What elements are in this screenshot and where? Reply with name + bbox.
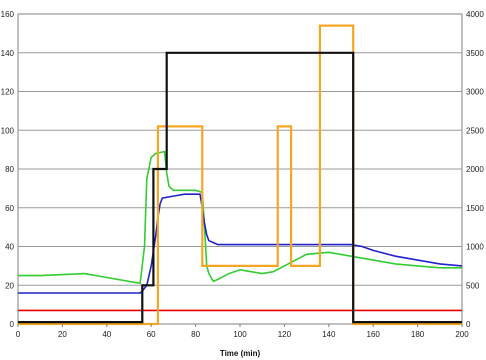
y2-tick-label: 1000 — [466, 243, 484, 252]
y-tick-label: 160 — [1, 10, 15, 19]
x-tick-label: 200 — [455, 330, 469, 339]
gridlines — [18, 52, 462, 286]
x-tick-label: 120 — [278, 330, 292, 339]
y2-tick-label: 500 — [466, 281, 480, 290]
y-tick-label: 0 — [10, 320, 15, 329]
x-tick-label: 100 — [233, 330, 247, 339]
x-tick-label: 20 — [58, 330, 67, 339]
series-group — [18, 24, 463, 326]
x-tick-label: 0 — [16, 330, 21, 339]
x-tick-label: 60 — [147, 330, 156, 339]
x-axis-ticks: 0 20 40 60 80 100 120 140 160 180 200 — [16, 324, 469, 339]
y2-tick-label: 0 — [466, 320, 471, 329]
y-tick-label: 40 — [5, 243, 14, 252]
y-tick-label: 100 — [1, 126, 15, 135]
x-axis-label: Time (min) — [220, 349, 261, 358]
y-tick-label: 140 — [1, 49, 15, 58]
y2-tick-label: 3000 — [466, 88, 484, 97]
y2-tick-label: 2500 — [466, 126, 484, 135]
y2-tick-label: 1500 — [466, 204, 484, 213]
x-tick-label: 180 — [411, 330, 425, 339]
x-tick-label: 160 — [367, 330, 381, 339]
y-tick-label: 120 — [1, 88, 15, 97]
y-tick-label: 80 — [5, 165, 14, 174]
y-axis-ticks: 0 20 40 60 80 100 120 140 160 — [1, 10, 15, 329]
y2-tick-label: 2000 — [466, 165, 484, 174]
x-tick-label: 80 — [191, 330, 200, 339]
y2-tick-label: 4000 — [466, 10, 484, 19]
series-line-2 — [18, 193, 463, 294]
y2-tick-label: 3500 — [466, 49, 484, 58]
x-tick-label: 40 — [102, 330, 111, 339]
series-line-4 — [18, 24, 462, 326]
x-tick-label: 140 — [322, 330, 336, 339]
y-tick-label: 60 — [5, 204, 14, 213]
y-tick-label: 20 — [5, 281, 14, 290]
series-line-5 — [18, 51, 462, 324]
y2-axis-ticks: 0 500 1000 1500 2000 2500 3000 3500 4000 — [466, 10, 484, 329]
